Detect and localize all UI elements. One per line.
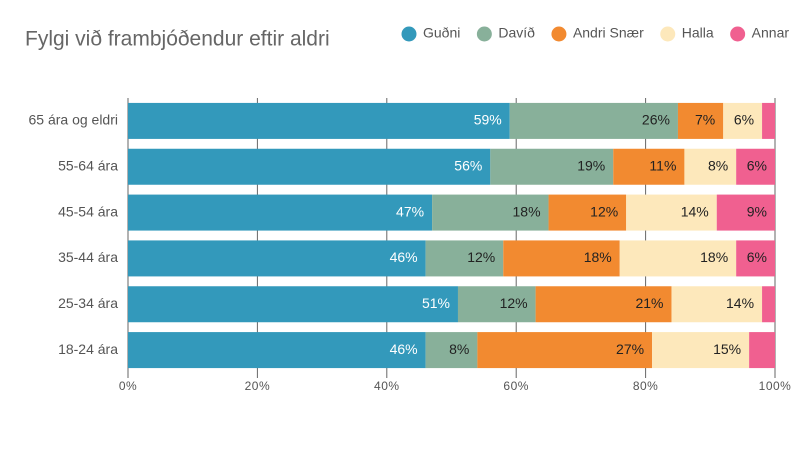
value-label: 7% bbox=[695, 112, 715, 128]
value-label: 18% bbox=[700, 249, 728, 265]
chart-title: Fylgi við frambjóðendur eftir aldri bbox=[25, 28, 330, 51]
value-label: 27% bbox=[616, 341, 644, 357]
value-label: 18% bbox=[584, 249, 612, 265]
bar-segment bbox=[762, 102, 775, 139]
bar-segment bbox=[619, 240, 737, 277]
bar-segment bbox=[509, 102, 678, 139]
legend-marker bbox=[660, 26, 676, 42]
bar-segment bbox=[457, 286, 536, 323]
y-tick-label: 55-64 ára bbox=[58, 157, 118, 173]
bar-segment bbox=[128, 286, 458, 323]
legend-label: Annar bbox=[752, 25, 790, 41]
y-tick-label: 25-34 ára bbox=[58, 295, 118, 311]
value-label: 12% bbox=[467, 249, 495, 265]
y-tick-label: 65 ára og eldri bbox=[28, 112, 118, 128]
bar-segment bbox=[736, 240, 775, 277]
value-label: 8% bbox=[708, 157, 728, 173]
value-label: 15% bbox=[713, 341, 741, 357]
value-label: 46% bbox=[390, 341, 418, 357]
value-label: 9% bbox=[747, 203, 767, 219]
bar-segment bbox=[762, 286, 775, 323]
bar-segment bbox=[671, 286, 763, 323]
bar-segment bbox=[503, 240, 620, 277]
value-label: 59% bbox=[474, 112, 502, 128]
bar-segment bbox=[128, 332, 426, 369]
bar-segment bbox=[128, 194, 433, 231]
y-tick-label: 45-54 ára bbox=[58, 203, 118, 219]
legend-marker bbox=[476, 26, 492, 42]
bar-segment bbox=[548, 194, 627, 231]
bar-segment bbox=[677, 102, 724, 139]
bar-segment bbox=[477, 332, 653, 369]
value-label: 26% bbox=[642, 112, 670, 128]
value-label: 14% bbox=[681, 203, 709, 219]
bar-segment bbox=[736, 148, 775, 185]
bar-segment bbox=[626, 194, 717, 231]
bar-segment bbox=[749, 332, 775, 369]
bar-segment bbox=[723, 102, 763, 139]
bar-segment bbox=[716, 194, 775, 231]
value-label: 19% bbox=[577, 157, 605, 173]
x-tick-label: 60% bbox=[503, 379, 529, 393]
value-label: 12% bbox=[590, 203, 618, 219]
bar-segment bbox=[613, 148, 685, 185]
x-tick-label: 100% bbox=[759, 379, 792, 393]
legend-label: Andri Snær bbox=[573, 25, 644, 41]
legend-marker bbox=[730, 26, 746, 42]
x-tick-label: 20% bbox=[245, 379, 271, 393]
bar-segment bbox=[432, 194, 549, 231]
value-label: 8% bbox=[449, 341, 469, 357]
value-label: 6% bbox=[734, 112, 754, 128]
value-label: 56% bbox=[454, 157, 482, 173]
x-tick-label: 0% bbox=[119, 379, 137, 393]
bar-segment bbox=[490, 148, 614, 185]
x-tick-label: 80% bbox=[633, 379, 659, 393]
value-label: 6% bbox=[747, 157, 767, 173]
bar-segment bbox=[128, 240, 426, 277]
bar-segment bbox=[535, 286, 672, 323]
y-tick-label: 18-24 ára bbox=[58, 341, 118, 357]
bar-segment bbox=[128, 102, 510, 139]
value-label: 51% bbox=[422, 295, 450, 311]
bar-segment bbox=[425, 332, 478, 369]
legend-marker bbox=[551, 26, 567, 42]
legend-marker bbox=[401, 26, 417, 42]
value-label: 47% bbox=[396, 203, 424, 219]
value-label: 18% bbox=[513, 203, 541, 219]
value-label: 14% bbox=[726, 295, 754, 311]
bar-segment bbox=[425, 240, 504, 277]
bar-segment bbox=[652, 332, 750, 369]
bar-segment bbox=[128, 148, 491, 185]
bar-segment bbox=[684, 148, 737, 185]
value-label: 6% bbox=[747, 249, 767, 265]
legend-label: Davíð bbox=[498, 25, 535, 41]
legend-label: Guðni bbox=[423, 25, 460, 41]
value-label: 46% bbox=[390, 249, 418, 265]
legend-label: Halla bbox=[682, 25, 714, 41]
x-tick-label: 40% bbox=[374, 379, 400, 393]
value-label: 21% bbox=[635, 295, 663, 311]
y-tick-label: 35-44 ára bbox=[58, 249, 118, 265]
value-label: 11% bbox=[649, 157, 676, 173]
value-label: 12% bbox=[500, 295, 528, 311]
